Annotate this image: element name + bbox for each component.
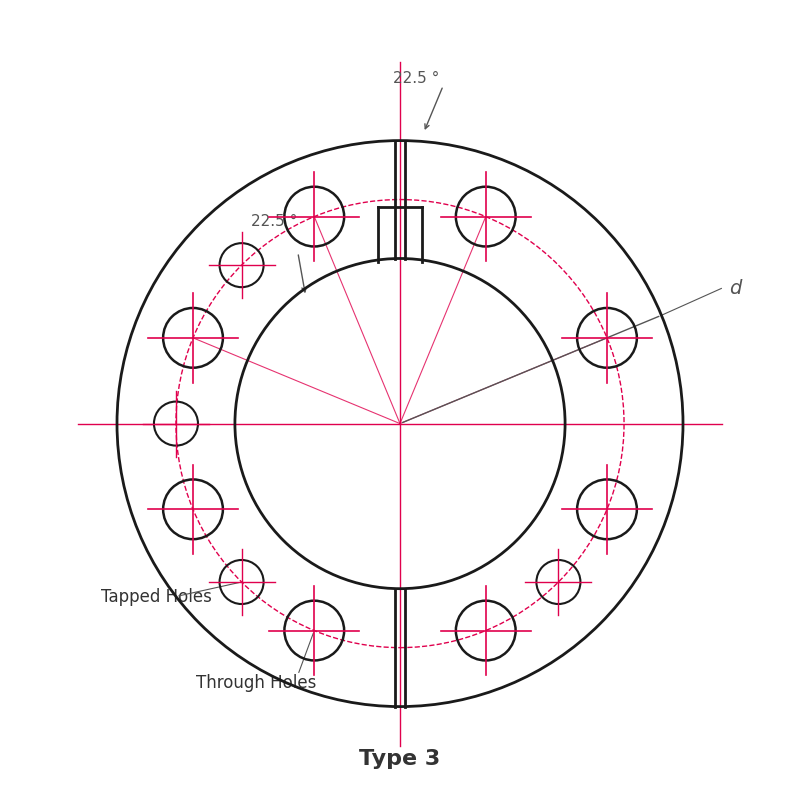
Text: 22.5 °: 22.5 ° <box>250 214 297 229</box>
Text: Type 3: Type 3 <box>359 750 441 770</box>
Text: Through Holes: Through Holes <box>196 674 316 692</box>
Text: Tapped Holes: Tapped Holes <box>102 587 212 606</box>
Text: 22.5 °: 22.5 ° <box>393 70 439 86</box>
Text: d: d <box>730 279 742 298</box>
